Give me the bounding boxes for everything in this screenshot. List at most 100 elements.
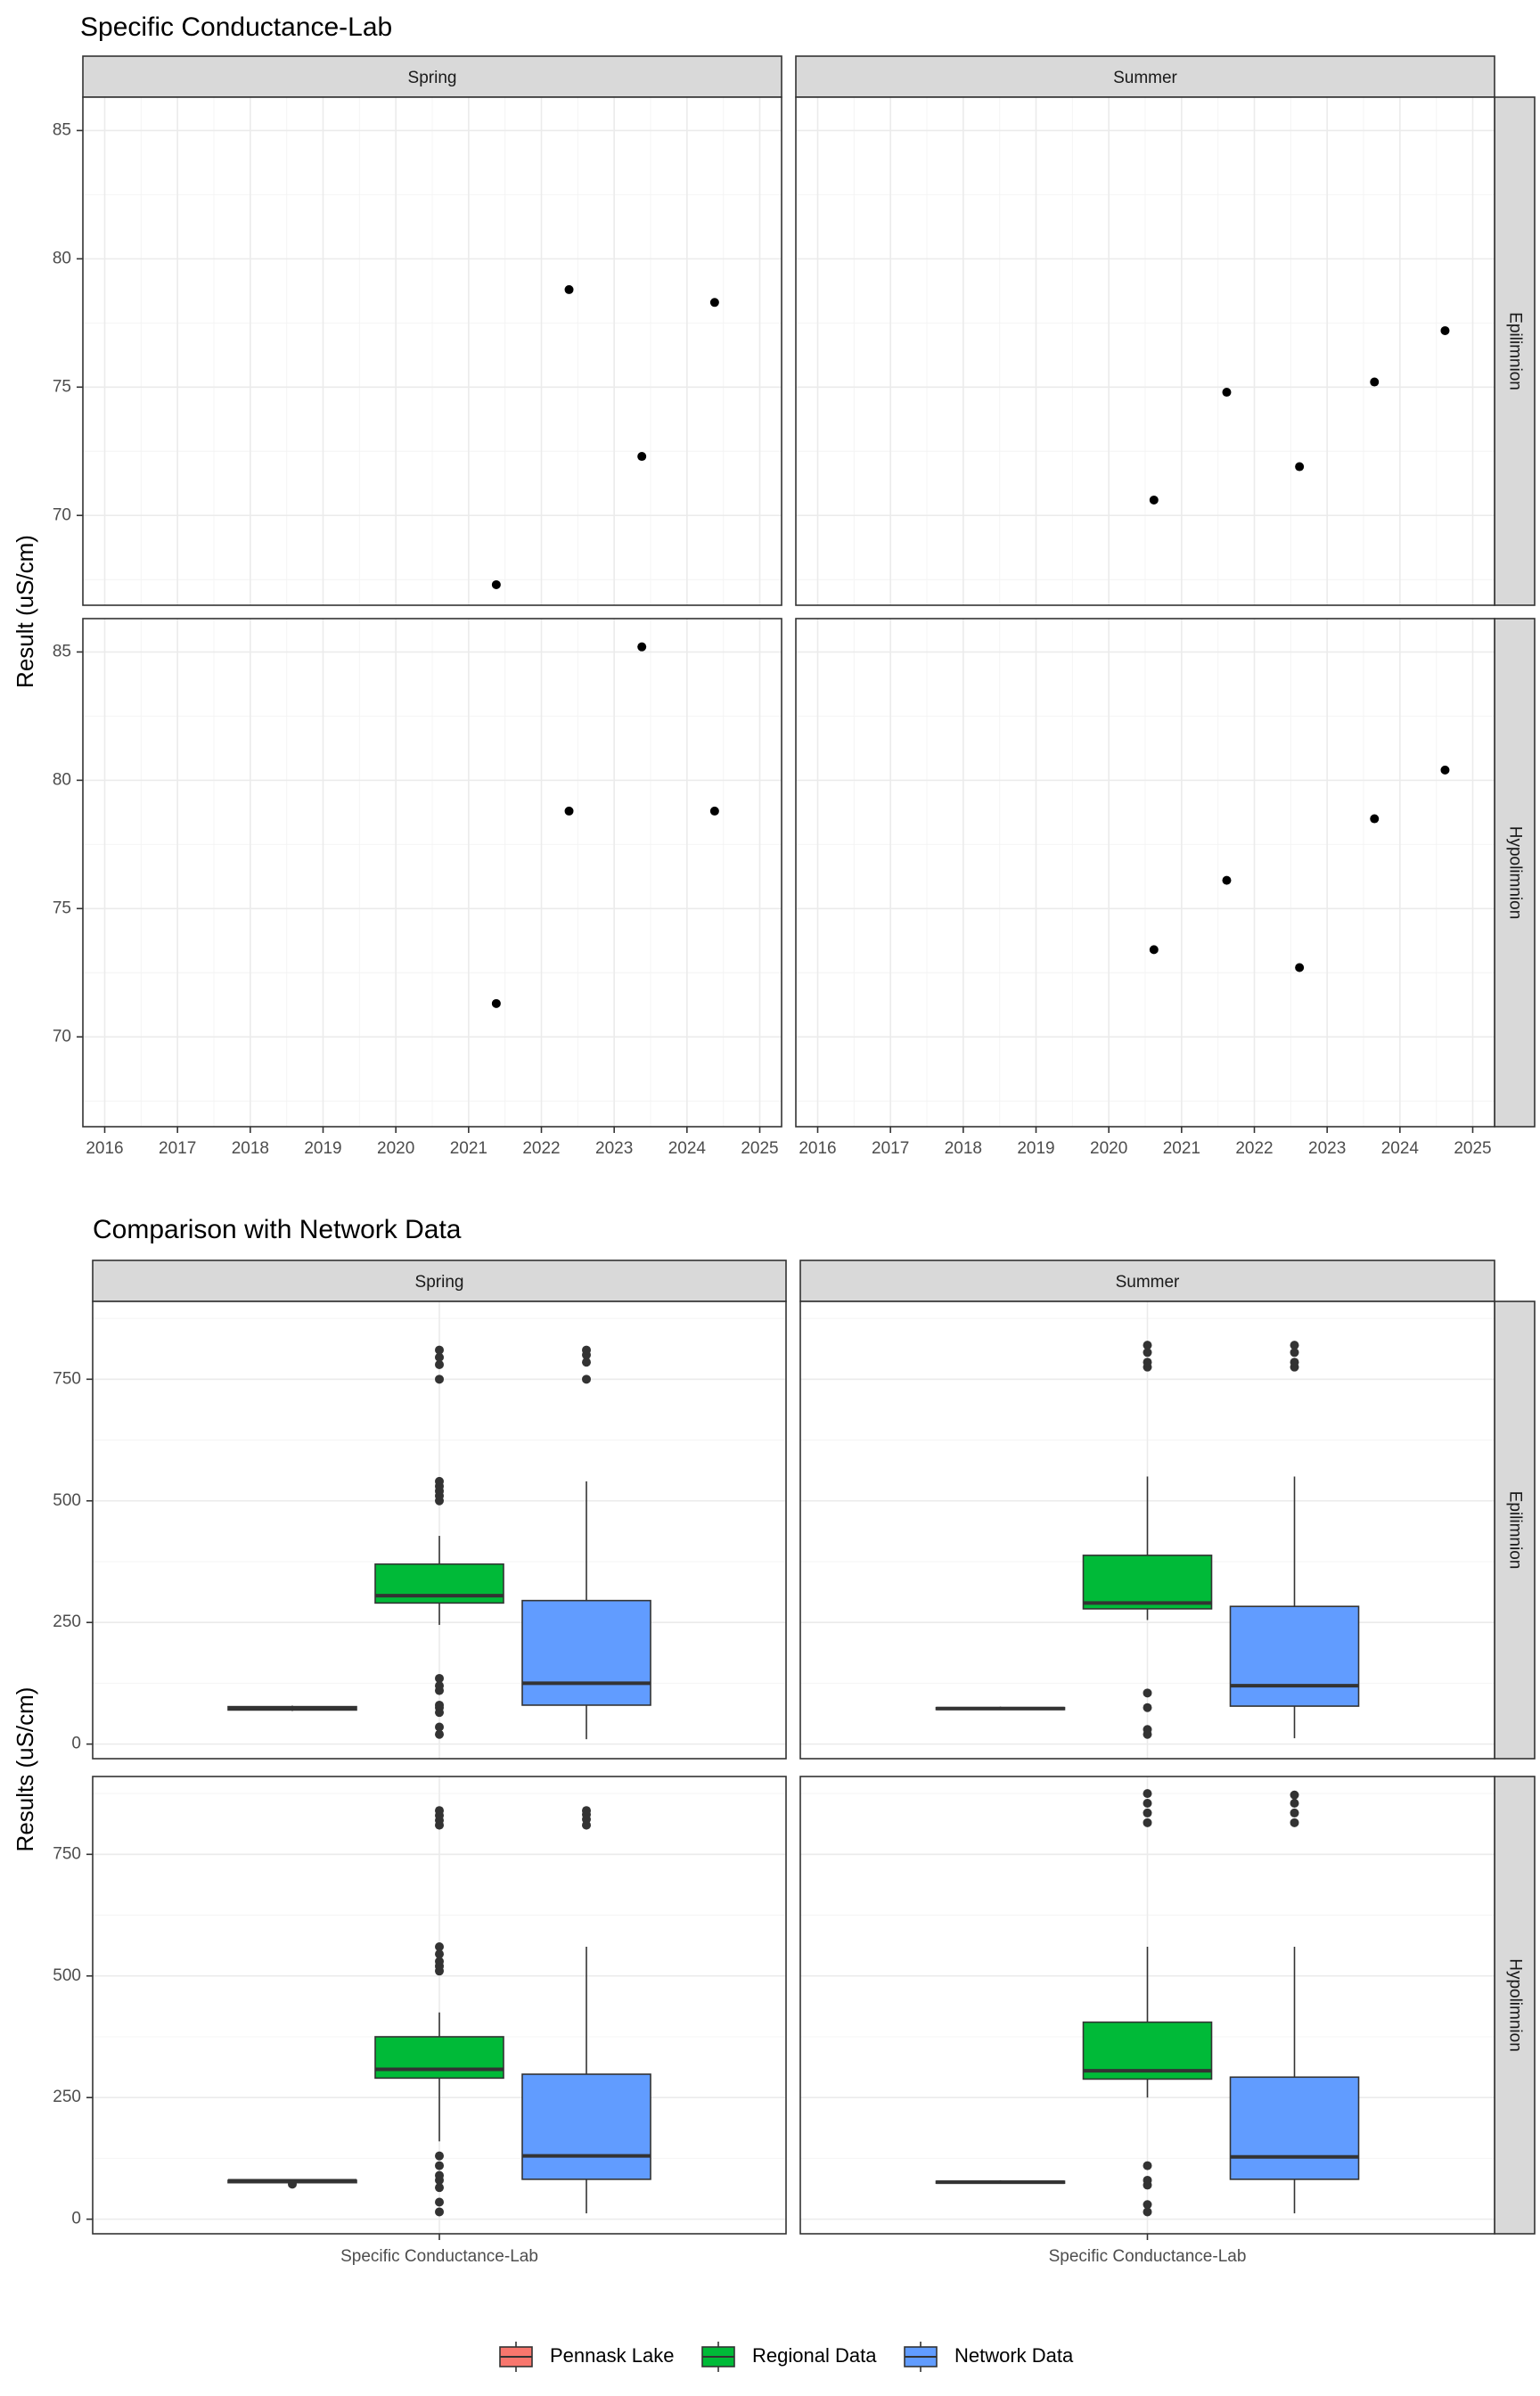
x-tick-label: 2020 (1090, 1139, 1127, 1158)
data-point (1370, 377, 1380, 387)
outlier-point (435, 2170, 444, 2180)
data-point (1295, 462, 1305, 472)
outlier-point (1143, 1703, 1152, 1712)
x-tick-label: 2024 (1381, 1139, 1420, 1158)
data-point (491, 579, 501, 589)
chart-title: Comparison with Network Data (93, 1215, 462, 1244)
facet-label-epilimnion: Epilimnion (1505, 312, 1524, 390)
outlier-point (1143, 1799, 1152, 1809)
y-tick-label: 500 (53, 1966, 81, 1985)
x-tick-label: 2025 (741, 1139, 778, 1158)
outlier-point (435, 1949, 444, 1959)
x-tick-label: 2016 (86, 1139, 123, 1158)
outlier-point (288, 2179, 297, 2189)
y-tick-label: 80 (53, 770, 71, 789)
panel-border (795, 618, 1495, 1128)
y-axis-title: Result (uS/cm) (12, 535, 38, 688)
x-tick-label: Specific Conductance-Lab (340, 2247, 538, 2266)
panel-border (795, 96, 1495, 606)
x-tick-label: 2017 (872, 1139, 909, 1158)
facet-strip-spring (92, 1260, 787, 1302)
x-tick-label: 2021 (1163, 1139, 1200, 1158)
box-pennask-lake (935, 1706, 1066, 1711)
outlier-point (435, 1673, 444, 1683)
y-tick-label: 500 (53, 1491, 81, 1510)
data-point (1370, 814, 1380, 824)
legend-item-network-data: Network Data (904, 2342, 1074, 2372)
outlier-point (582, 1358, 591, 1367)
chart-title: Specific Conductance-Lab (80, 12, 392, 42)
outlier-point (1143, 1358, 1152, 1367)
outlier-point (435, 1352, 444, 1362)
outlier-point (1143, 1348, 1152, 1358)
facet-label-summer: Summer (1116, 1273, 1180, 1292)
legend-label: Pennask Lake (550, 2344, 674, 2367)
legend-item-pennask-lake: Pennask Lake (499, 2342, 674, 2372)
y-tick-label: 250 (53, 2088, 81, 2106)
outlier-point (435, 2151, 444, 2161)
facet-label-hypolimnion: Hypolimnion (1505, 826, 1524, 920)
data-point (1295, 963, 1305, 972)
data-point (564, 284, 574, 294)
x-tick-label: 2022 (1235, 1139, 1273, 1158)
x-tick-label: 2024 (668, 1139, 707, 1158)
outlier-point (435, 1700, 444, 1710)
panel-border (799, 1301, 1495, 1760)
y-tick-label: 70 (53, 505, 71, 524)
panel-border (82, 96, 782, 606)
x-tick-label: Specific Conductance-Lab (1049, 2247, 1247, 2266)
outlier-point (1143, 2161, 1152, 2170)
y-tick-label: 0 (71, 1735, 81, 1753)
box-regional-data (1082, 1341, 1213, 1739)
box-body (1229, 2076, 1360, 2180)
x-tick-label: 2021 (450, 1139, 487, 1158)
x-tick-label: 2023 (1308, 1139, 1346, 1158)
x-tick-label: 2020 (377, 1139, 414, 1158)
outlier-point (1290, 1348, 1299, 1358)
panel-border (82, 618, 782, 1128)
outlier-point (435, 1957, 444, 1966)
facet-strip-spring (82, 55, 782, 98)
y-tick-label: 85 (53, 642, 71, 661)
x-tick-label: 2018 (232, 1139, 269, 1158)
box-body (1082, 1555, 1213, 1610)
facet-label-epilimnion: Epilimnion (1505, 1491, 1524, 1570)
data-point (637, 642, 647, 652)
outlier-point (1290, 1790, 1299, 1800)
outlier-point (1143, 2200, 1152, 2210)
outlier-point (435, 1806, 444, 1816)
facet-label-spring: Spring (415, 1273, 464, 1292)
box-network-data (521, 1806, 651, 2214)
box-body (521, 1599, 651, 1706)
x-tick-label: 2016 (799, 1139, 836, 1158)
data-point (637, 452, 647, 462)
facet-strip-summer (795, 55, 1495, 98)
y-tick-label: 75 (53, 898, 71, 917)
outlier-point (1290, 1799, 1299, 1809)
outlier-point (435, 1729, 444, 1739)
outlier-point (1290, 1341, 1299, 1350)
facet-strip-epilimnion (1494, 1301, 1536, 1760)
x-tick-label: 2018 (945, 1139, 982, 1158)
facet-label-summer: Summer (1113, 69, 1177, 87)
box-pennask-lake (935, 2179, 1066, 2185)
data-point (491, 998, 501, 1008)
outlier-point (1290, 1358, 1299, 1367)
box-body (521, 2073, 651, 2180)
data-point (1222, 388, 1232, 398)
box-regional-data (1082, 1789, 1213, 2217)
outlier-point (1143, 1818, 1152, 1827)
outlier-point (1143, 1725, 1152, 1735)
data-point (1149, 945, 1159, 955)
outlier-point (435, 1359, 444, 1369)
data-point (1440, 325, 1450, 335)
data-point (709, 806, 719, 816)
box-body (1229, 1605, 1360, 1707)
outlier-point (435, 1681, 444, 1691)
y-tick-label: 0 (71, 2210, 81, 2228)
outlier-point (1143, 1688, 1152, 1698)
outlier-point (1143, 1789, 1152, 1799)
legend-label: Network Data (954, 2344, 1074, 2367)
outlier-point (435, 1374, 444, 1384)
